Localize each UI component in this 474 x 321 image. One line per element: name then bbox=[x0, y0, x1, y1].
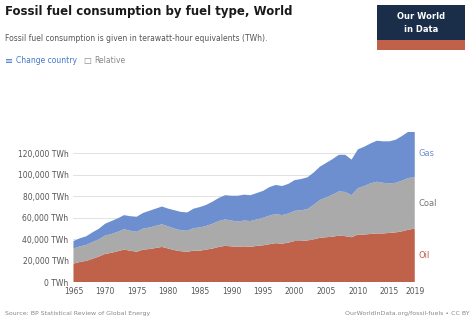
Text: Coal: Coal bbox=[419, 198, 438, 207]
Text: Our World: Our World bbox=[397, 12, 445, 21]
Text: Relative: Relative bbox=[94, 56, 125, 65]
Text: Source: BP Statistical Review of Global Energy: Source: BP Statistical Review of Global … bbox=[5, 311, 150, 316]
Text: Oil: Oil bbox=[419, 251, 430, 260]
Text: in Data: in Data bbox=[403, 25, 438, 34]
Text: □: □ bbox=[83, 56, 91, 65]
Text: Fossil fuel consumption is given in terawatt-hour equivalents (TWh).: Fossil fuel consumption is given in tera… bbox=[5, 34, 267, 43]
Text: Change country: Change country bbox=[16, 56, 77, 65]
Text: Gas: Gas bbox=[419, 150, 435, 159]
Text: ≡: ≡ bbox=[5, 56, 13, 66]
Text: Fossil fuel consumption by fuel type, World: Fossil fuel consumption by fuel type, Wo… bbox=[5, 5, 292, 18]
Bar bbox=[377, 40, 465, 50]
Text: OurWorldInData.org/fossil-fuels • CC BY: OurWorldInData.org/fossil-fuels • CC BY bbox=[345, 311, 469, 316]
